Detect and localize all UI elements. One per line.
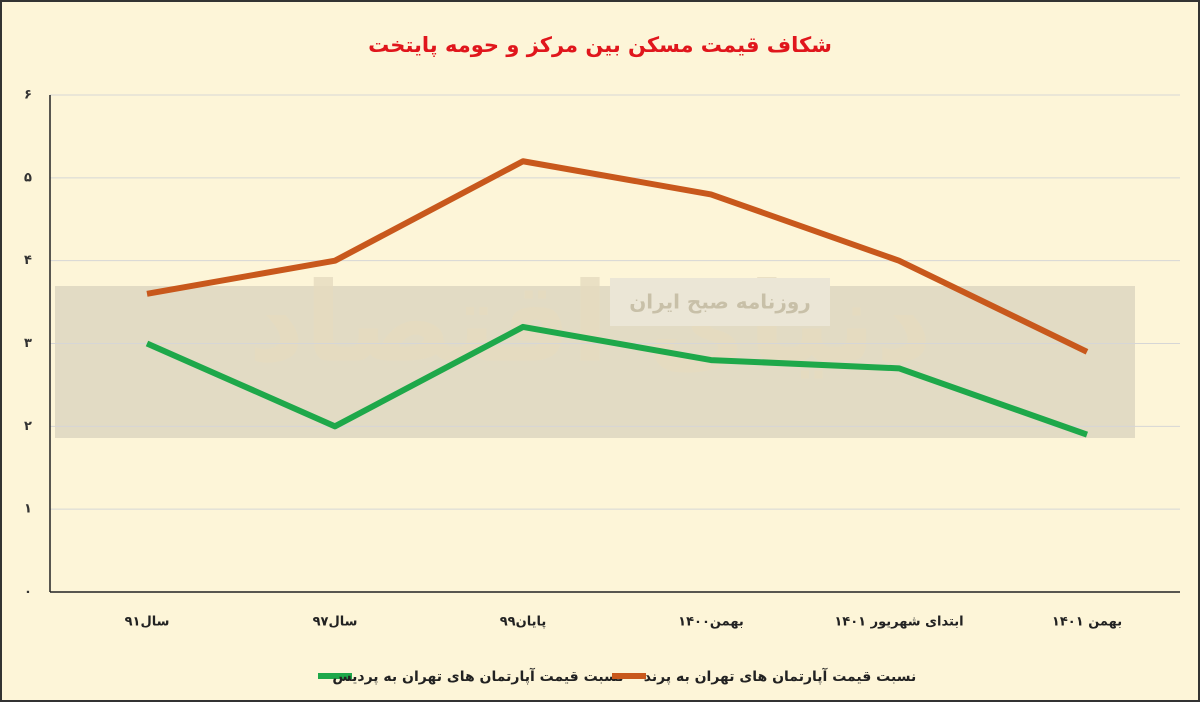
y-tick-label: ۱ [24,502,32,517]
x-tick-label: پایان۹۹ [500,615,547,630]
legend-label: نسبت قیمت آپارتمان های تهران به پردیس [332,667,623,685]
x-tick-label: بهمن ۱۴۰۱ [1052,615,1122,630]
x-tick-label: سال۹۱ [125,615,170,630]
chart-title: شکاف قیمت مسکن بین مرکز و حومه پایتخت [368,33,832,57]
y-tick-label: ۴ [24,253,32,268]
data-line [146,158,1089,355]
x-tick-label: سال۹۷ [313,615,358,630]
watermark-box [610,278,830,326]
x-tick-label: بهمن۱۴۰۰ [678,615,744,630]
x-tick-label: ابتدای شهریور ۱۴۰۱ [834,615,963,630]
lines [145,158,1089,438]
watermark-band [55,286,1135,438]
y-tick-label: ۶ [24,88,32,103]
y-tick-label: ۳ [24,336,32,351]
y-tick-label: ۵ [24,170,32,185]
y-tick-label: ۰ [24,585,32,600]
data-line [145,323,1088,438]
legend-label: نسبت قیمت آپارتمان های تهران به پرند [644,667,916,685]
y-tick-label: ۲ [24,419,32,434]
watermark-text: روزنامه صبح ایران [629,290,811,314]
